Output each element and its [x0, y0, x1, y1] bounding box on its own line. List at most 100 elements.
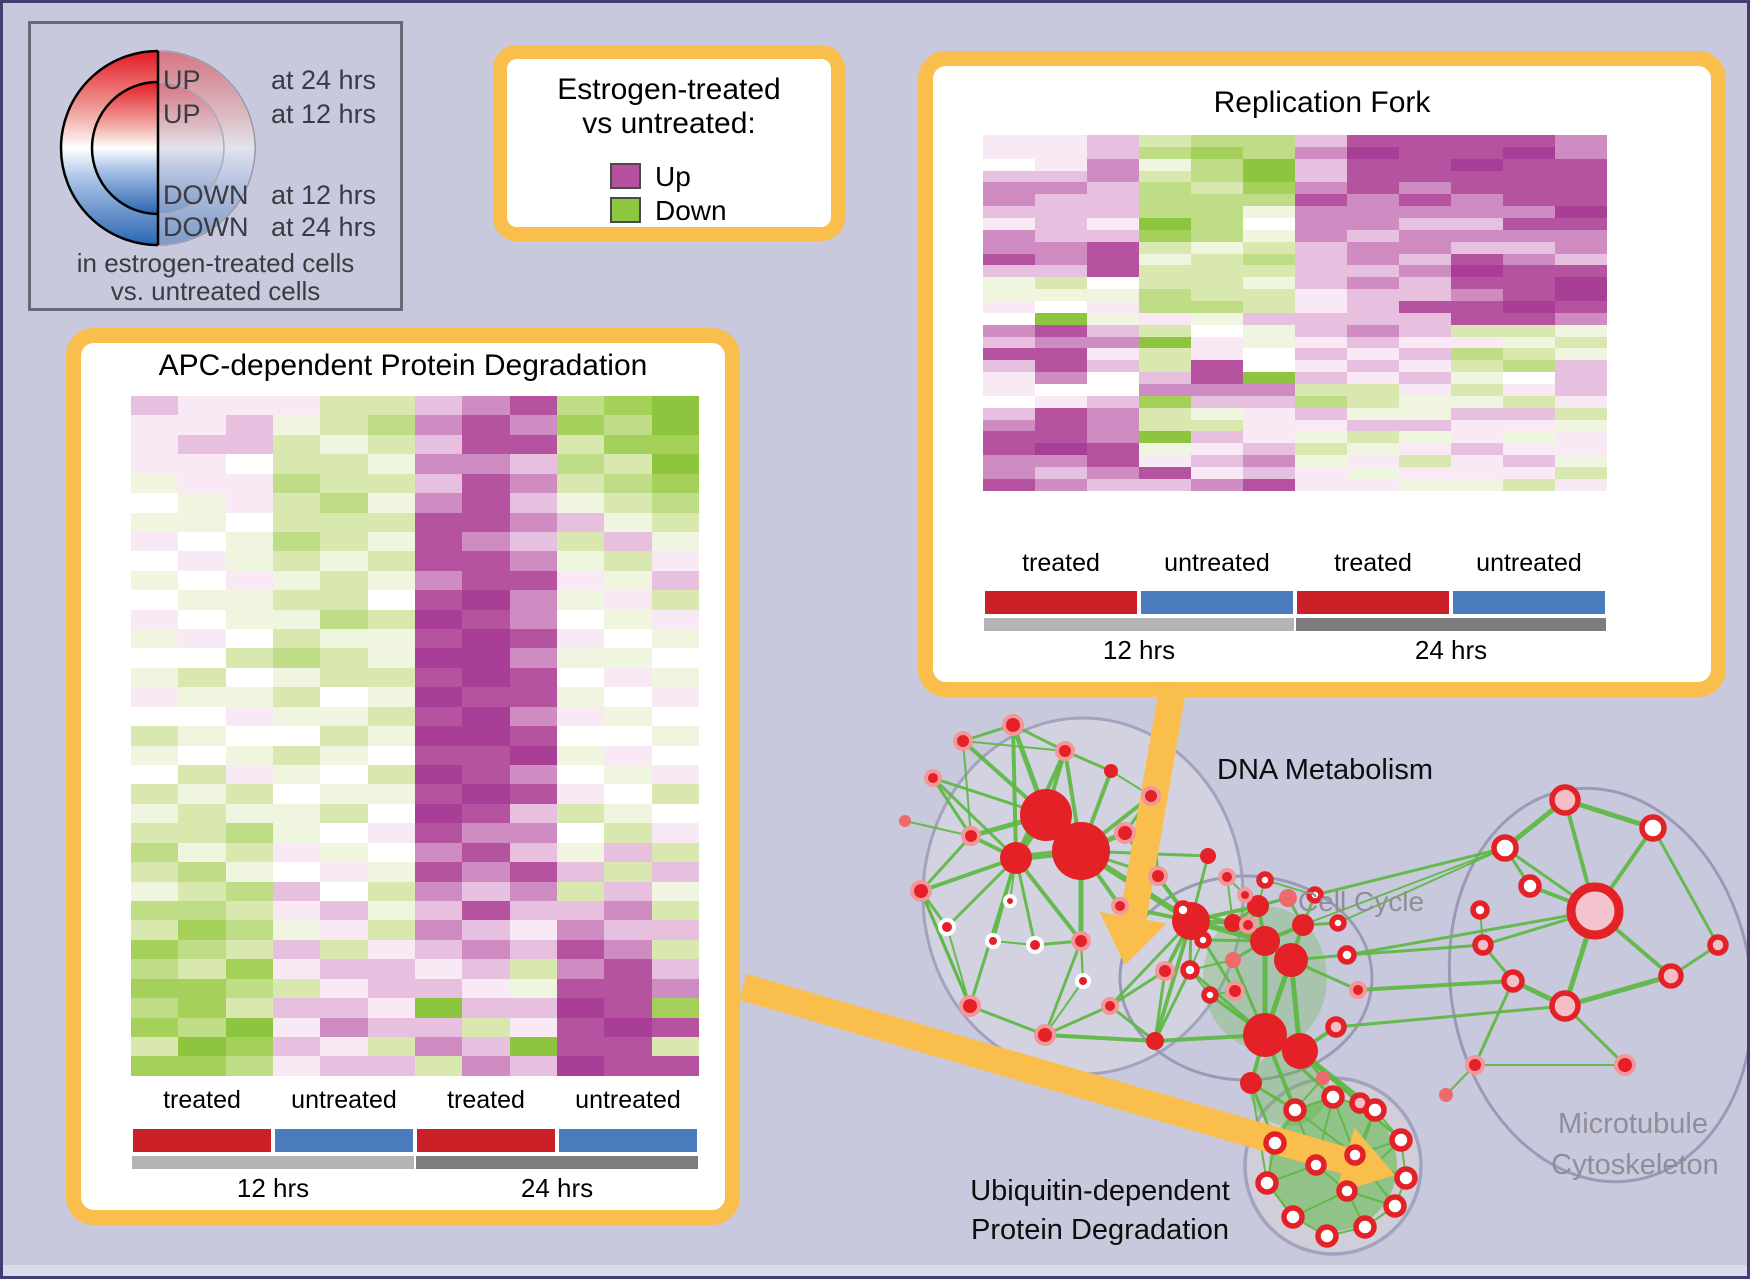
time-label: 24 hrs [1414, 635, 1488, 665]
network-edge [1294, 1077, 1324, 1111]
network-edge [1346, 1190, 1396, 1207]
group-label: treated [163, 1086, 241, 1114]
heatmap-cell [1087, 360, 1139, 373]
heatmap-cell [604, 396, 652, 416]
heatmap-cell [178, 1036, 226, 1057]
heatmap-cell [131, 1036, 179, 1057]
heatmap-cell [1139, 312, 1191, 325]
network-node [1240, 1072, 1262, 1094]
replication-fork-panel-title: Replication Fork [1213, 86, 1431, 119]
heatmap-cell [509, 998, 557, 1018]
heatmap-row [983, 206, 1607, 219]
network-edge [1400, 1139, 1407, 1179]
network-edge [1080, 849, 1159, 878]
heatmap-cell [1087, 443, 1139, 456]
network-edge [1266, 1182, 1294, 1218]
dial-inner-left-arc [90, 80, 159, 216]
network-edge [1232, 904, 1259, 925]
heatmap-cell [1399, 360, 1451, 373]
network-edge [1079, 849, 1122, 908]
heatmap-cell [1035, 360, 1087, 373]
group-label: untreated [1164, 549, 1270, 577]
heatmap-cell [556, 609, 605, 630]
heatmap-cell [1243, 455, 1295, 468]
network-edge [1080, 940, 1084, 982]
heatmap-cell [1295, 182, 1347, 195]
heatmap-cell [1035, 443, 1087, 456]
heatmap-cell [983, 277, 1035, 290]
heatmap-cell [1139, 277, 1191, 290]
heatmap-cell [462, 648, 510, 668]
network-edge [920, 856, 1017, 893]
network-node [1052, 822, 1110, 880]
heatmap-cell [556, 687, 605, 707]
time-gray-bar [416, 1156, 698, 1169]
heatmap-row [131, 531, 699, 552]
heatmap-cell [225, 862, 273, 882]
heatmap-cell [1191, 158, 1243, 171]
heatmap-cell [1451, 170, 1503, 183]
heatmap-cell [367, 842, 415, 863]
network-node [1472, 934, 1494, 956]
replication-fork-heatmap [983, 135, 1607, 491]
heatmap-cell [1347, 384, 1399, 396]
heatmap-cell [556, 648, 605, 668]
heatmap-cell [272, 609, 321, 630]
network-node [1075, 973, 1091, 989]
updown-dial-legend-box: UP at 24 hrs UP at 12 hrs DOWN at 12 hrs… [28, 21, 403, 311]
heatmap-row [983, 146, 1607, 159]
heatmap-cell [604, 434, 652, 455]
heatmap-cell [367, 493, 415, 513]
network-edge [969, 1004, 1046, 1037]
heatmap-cell [1295, 336, 1347, 349]
heatmap-cell [225, 629, 273, 649]
heatmap-cell [320, 570, 368, 591]
heatmap-cell [367, 648, 415, 668]
network-node [1639, 814, 1667, 842]
heatmap-cell [651, 454, 699, 474]
heatmap-cell [225, 959, 273, 979]
heatmap-cell [367, 939, 415, 960]
heatmap-row [131, 1056, 699, 1076]
heatmap-row [983, 241, 1607, 254]
cluster-label-microtubule-cytoskeleton: Cytoskeleton [1551, 1149, 1719, 1181]
heatmap-cell [1087, 395, 1139, 408]
heatmap-cell [556, 493, 605, 513]
heatmap-cell [1399, 158, 1451, 171]
heatmap-cell [1139, 478, 1191, 491]
heatmap-cell [414, 1056, 463, 1076]
heatmap-cell [1451, 372, 1503, 385]
heatmap-cell [1555, 182, 1607, 195]
network-node [1501, 969, 1525, 993]
heatmap-cell [556, 551, 605, 571]
heatmap-cell [462, 706, 510, 727]
heatmap-cell [131, 784, 179, 804]
heatmap-cell [1191, 301, 1243, 313]
heatmap-cell [651, 803, 699, 824]
heatmap-cell [1555, 206, 1607, 219]
heatmap-cell [1555, 372, 1607, 385]
heatmap-cell [1503, 194, 1555, 207]
heatmap-cell [1139, 301, 1191, 313]
heatmap-cell [556, 434, 605, 455]
heatmap-cell [1347, 135, 1399, 147]
heatmap-cell [178, 531, 226, 552]
heatmap-cell [178, 803, 226, 824]
network-node [1353, 1215, 1377, 1239]
heatmap-cell [651, 434, 699, 455]
heatmap-cell [1139, 194, 1191, 207]
group-label: untreated [1476, 549, 1582, 577]
heatmap-cell [604, 648, 652, 668]
heatmap-cell [983, 384, 1035, 396]
heatmap-cell [651, 629, 699, 649]
heatmap-cell [131, 745, 179, 766]
heatmap-row [983, 372, 1607, 385]
network-edge [1044, 750, 1067, 816]
heatmap-cell [367, 1017, 415, 1037]
heatmap-cell [1191, 336, 1243, 349]
heatmap-cell [131, 998, 179, 1018]
network-edge [1332, 1096, 1356, 1156]
network-node [1020, 789, 1072, 841]
heatmap-cell [604, 590, 652, 610]
heatmap-cell [1243, 194, 1295, 207]
